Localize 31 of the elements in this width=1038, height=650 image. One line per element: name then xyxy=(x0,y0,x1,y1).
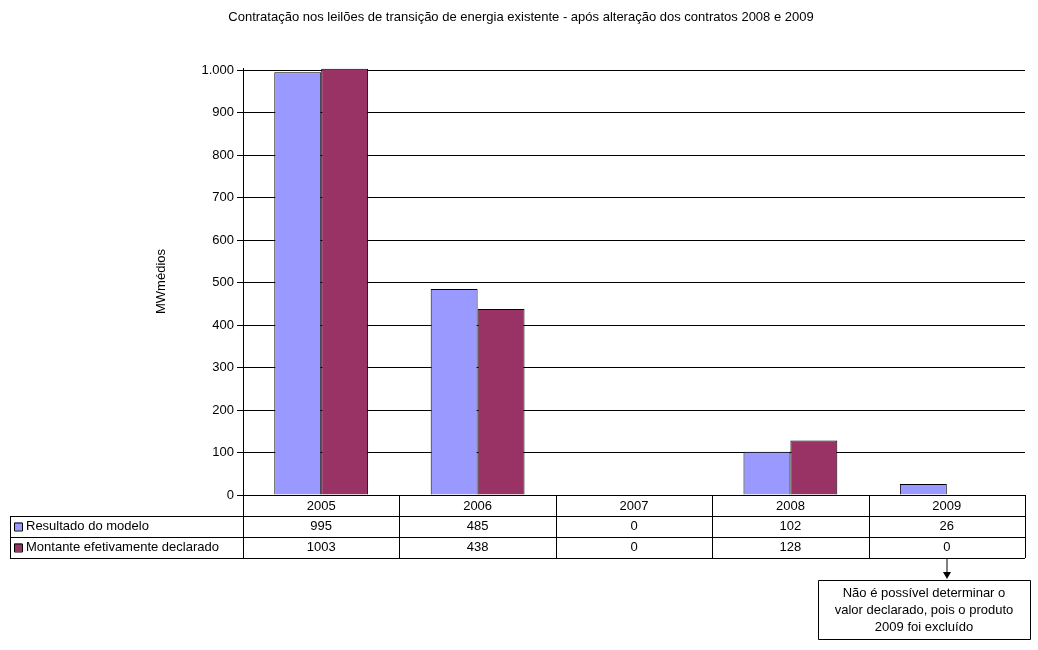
data-label: 995 xyxy=(310,518,333,534)
y-tick-label: 500 xyxy=(212,274,234,290)
data-label: 102 xyxy=(779,518,802,534)
y-tick-label: 100 xyxy=(212,444,234,460)
legend-label: Montante efetivamente declarado xyxy=(26,539,219,555)
x-tick-label: 2007 xyxy=(619,498,649,514)
y-axis-title: MWmédios xyxy=(153,248,169,315)
x-tick-label: 2009 xyxy=(932,498,962,514)
data-label: 0 xyxy=(630,539,638,555)
legend-label: Resultado do modelo xyxy=(26,518,149,534)
x-tick-label: 2006 xyxy=(463,498,493,514)
y-tick-label: 200 xyxy=(212,401,234,417)
y-tick-label: 0 xyxy=(226,486,234,502)
text: Não é possível determinar o valor declarado, pois o produto 2009 foi excluído xyxy=(834,584,1014,634)
data-label: 0 xyxy=(943,539,951,555)
y-tick-label: 400 xyxy=(212,316,234,332)
data-label: 0 xyxy=(630,518,638,534)
chart-title: Contratação nos leilões de transição de energia existente - após alteração dos contratos 2008 e 2009 xyxy=(228,8,814,24)
data-label: 1003 xyxy=(306,539,336,555)
data-label: 128 xyxy=(779,539,802,555)
y-tick-label: 600 xyxy=(212,231,234,247)
y-tick-label: 1.000 xyxy=(201,61,234,77)
y-tick-label: 800 xyxy=(212,146,234,162)
x-tick-label: 2005 xyxy=(306,498,336,514)
y-tick-label: 300 xyxy=(212,359,234,375)
data-label: 26 xyxy=(939,518,955,534)
x-tick-label: 2008 xyxy=(775,498,805,514)
data-label: 438 xyxy=(466,539,489,555)
y-tick-label: 700 xyxy=(212,189,234,205)
data-label: 485 xyxy=(466,518,489,534)
y-tick-label: 900 xyxy=(212,104,234,120)
